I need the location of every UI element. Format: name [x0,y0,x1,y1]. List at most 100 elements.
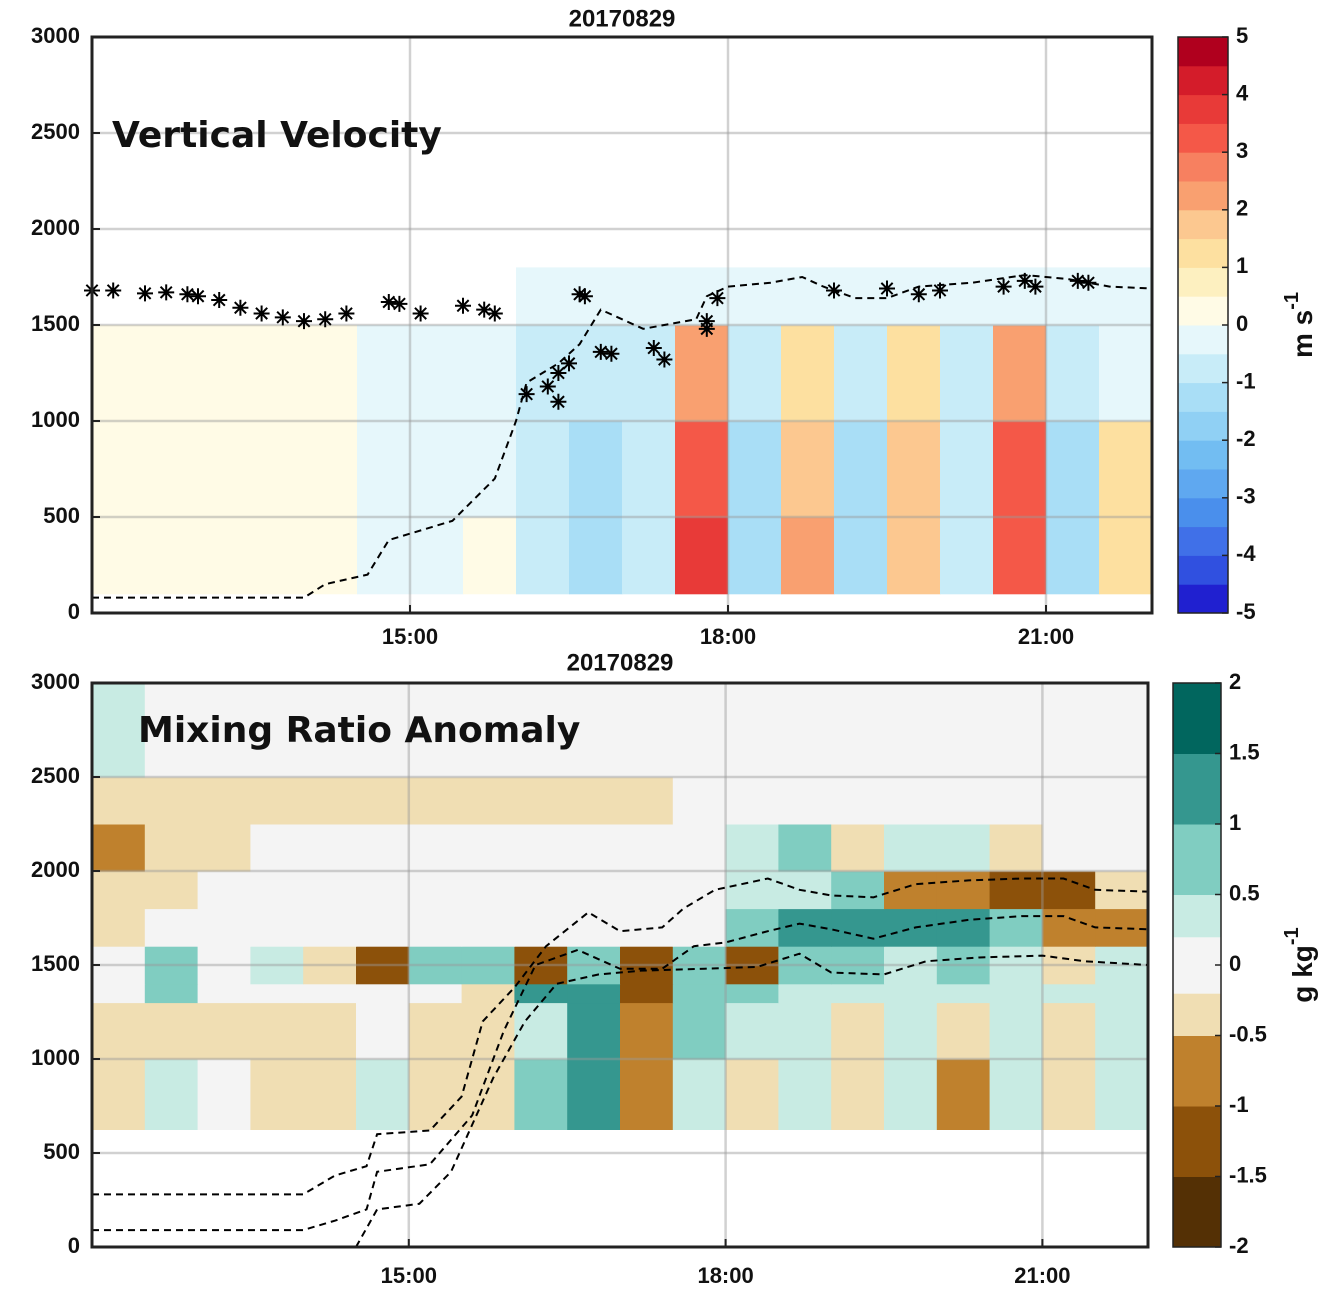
heatmap-cell [197,1059,251,1130]
heatmap-cell [725,824,779,872]
x-tick-label: 15:00 [382,624,438,649]
colorbar-segment [1178,584,1228,614]
marker [317,311,334,328]
heatmap-cell [144,683,199,778]
heatmap-cell [725,983,779,1004]
heatmap-cell [620,908,674,947]
marker [296,313,312,330]
heatmap-cell [620,777,674,825]
heatmap-cell [620,1002,674,1060]
heatmap-cell [1095,1002,1148,1060]
annotation: Mixing Ratio Anomaly [138,710,580,751]
heatmap-cell [884,1002,938,1060]
heatmap-cell [567,1059,621,1130]
heatmap-cell [408,871,463,910]
heatmap-cell [356,946,410,985]
heatmap-cell [408,824,463,872]
frame [90,35,1154,615]
heatmap-cell [567,1002,621,1060]
heatmap-cell [567,777,621,825]
heatmap-cell [251,325,305,422]
heatmap-cell [936,983,991,1004]
y-tick-label: 3000 [31,669,80,694]
heatmap-cell [725,1059,779,1130]
dashed-line [92,877,1148,1196]
heatmap-cell [936,824,991,872]
heatmap-cell [197,871,251,910]
heatmap-cell [92,777,146,825]
heatmap-cell [514,871,568,910]
heatmap-cell [884,871,938,910]
heatmap-cell [834,267,888,326]
colorbar-segment [1178,123,1228,153]
heatmap-cell [672,983,727,1004]
heatmap-cell [831,908,885,947]
colorbar-segment [1178,440,1228,470]
heatmap-cell [778,1059,832,1130]
heatmap-cell [1042,871,1096,910]
heatmap-cell [831,777,885,825]
heatmap-cell [514,777,568,825]
marker [179,286,196,303]
heatmap-cell [303,871,357,910]
marker [455,297,471,314]
colorbar-label-unit: g kg [1287,945,1318,1003]
heatmap-cell [250,983,304,1004]
colorbar-tick-label: -2 [1236,426,1256,451]
y-tick-label: 500 [43,1139,80,1164]
heatmap-cell [620,824,674,872]
dashed-line [355,952,1148,1247]
heatmap-cell [569,421,623,518]
heatmap-cell [92,983,146,1004]
heatmap-cell [887,517,941,595]
heatmap-cell [622,421,676,518]
heatmap-cell [778,777,832,825]
heatmap-cell [622,267,676,326]
heatmap-cell [463,517,517,595]
heatmap-cell [781,421,835,518]
heatmap-cell [620,871,674,910]
marker [645,340,662,357]
colorbar-segment [1173,1035,1221,1107]
heatmap-cell [936,871,991,910]
heatmap-cell [92,871,146,910]
heatmap-cell [92,1059,146,1130]
heatmap-cell [993,325,1047,422]
colorbar-segment [1173,894,1221,938]
colorbar-segment [1178,37,1228,67]
heatmap-cell [1099,517,1152,595]
heatmap-cell [408,683,463,778]
heatmap-cell [989,908,1043,947]
heatmap-cell [1042,824,1096,872]
heatmap-cell [887,325,941,422]
colorbar-tick-label: 0 [1236,311,1248,336]
heatmap-cell [884,824,938,872]
heatmap-cell [92,946,146,985]
heatmap-cell [356,824,410,872]
marker [253,305,270,322]
heatmap-cell [197,1002,251,1060]
heatmap-cell [887,421,941,518]
heatmap-cell [1046,421,1100,518]
heatmap-cell [461,908,515,947]
heatmap-cell [408,908,463,947]
heatmap [92,683,1148,1130]
heatmap-cell [831,683,885,778]
heatmap-cell [356,1002,410,1060]
marker [561,355,577,372]
colorbar-tick-label: 0 [1229,951,1241,976]
heatmap-cell [408,1059,463,1130]
marker [539,378,556,395]
heatmap-cell [461,871,515,910]
heatmap-cell [303,983,357,1004]
heatmap-cell [461,824,515,872]
heatmap-cell [1095,824,1148,872]
heatmap-cell [145,517,199,595]
colorbar-segment [1173,1106,1221,1177]
colorbar-segment [1178,267,1228,297]
heatmap-cell [834,517,888,595]
heatmap-cell [989,777,1043,825]
heatmap-cell [145,325,199,422]
heatmap-cell [1046,325,1100,422]
